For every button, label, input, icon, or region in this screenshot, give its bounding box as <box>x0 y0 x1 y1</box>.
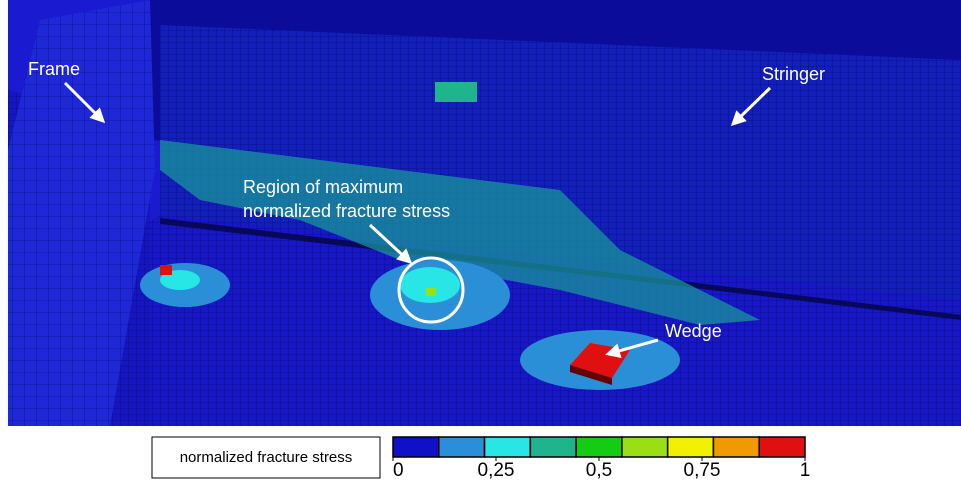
colorbar: normalized fracture stress 0 0,25 0,5 0,75 1 <box>152 437 810 481</box>
label: Region of maximum <box>243 177 403 197</box>
page: Frame Stringer Region of maximum normali… <box>0 0 961 483</box>
colorbar-tick-label: 0,25 <box>478 460 515 481</box>
stress-top <box>435 82 477 102</box>
stress-center-core <box>400 267 460 303</box>
colorbar-segment <box>530 437 576 457</box>
stress-left-peak <box>160 265 172 275</box>
colorbar-segment <box>622 437 668 457</box>
fe-model: Frame Stringer Region of maximum normali… <box>8 0 961 426</box>
label: Wedge <box>665 321 722 341</box>
colorbar-segment <box>668 437 714 457</box>
label: Stringer <box>762 64 825 84</box>
colorbar-segment <box>576 437 622 457</box>
colorbar-segment <box>759 437 805 457</box>
colorbar-tick-label: 0,75 <box>684 460 721 481</box>
stress-center-peak <box>426 288 436 296</box>
colorbar-segment <box>713 437 759 457</box>
label: normalized fracture stress <box>243 201 450 221</box>
figure: Frame Stringer Region of maximum normali… <box>0 0 961 483</box>
colorbar-tick-label: 0,5 <box>586 460 612 481</box>
label: Frame <box>28 59 80 79</box>
colorbar-segment <box>485 437 531 457</box>
colorbar-segment <box>439 437 485 457</box>
colorbar-title: normalized fracture stress <box>180 449 353 466</box>
colorbar-tick-label: 1 <box>800 460 811 481</box>
colorbar-tick-label: 0 <box>393 460 404 481</box>
colorbar-segment <box>393 437 439 457</box>
